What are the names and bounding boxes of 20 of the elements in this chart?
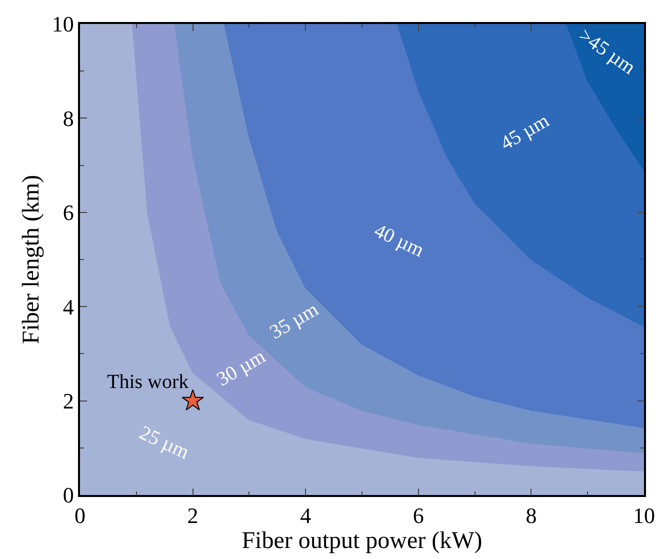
y-tick-label: 4 [62, 294, 74, 320]
annotation: 40 µm [370, 220, 428, 262]
y-tick-label: 6 [62, 200, 74, 226]
x-axis-title: Fiber output power (kW) [242, 528, 482, 554]
y-tick-label: 10 [52, 12, 74, 37]
annotation: 35 µm [266, 298, 323, 344]
x-tick-label: 4 [300, 503, 312, 528]
x-tick-label: 2 [187, 503, 198, 528]
annotation: 25 µm [136, 422, 193, 464]
annotation: 45 µm [496, 110, 554, 155]
y-tick-label: 2 [62, 388, 74, 414]
y-tick-label: 8 [62, 106, 74, 131]
y-tick-label: 0 [62, 482, 74, 508]
annotation: >45 µm [574, 24, 640, 80]
x-tick-label: 6 [412, 503, 424, 528]
x-tick-label: 10 [633, 503, 655, 528]
annotation: This work [107, 371, 189, 393]
x-tick-label: 8 [526, 503, 537, 528]
annotation: 30 µm [213, 345, 270, 391]
y-axis-title: Fiber length (km) [18, 174, 44, 344]
